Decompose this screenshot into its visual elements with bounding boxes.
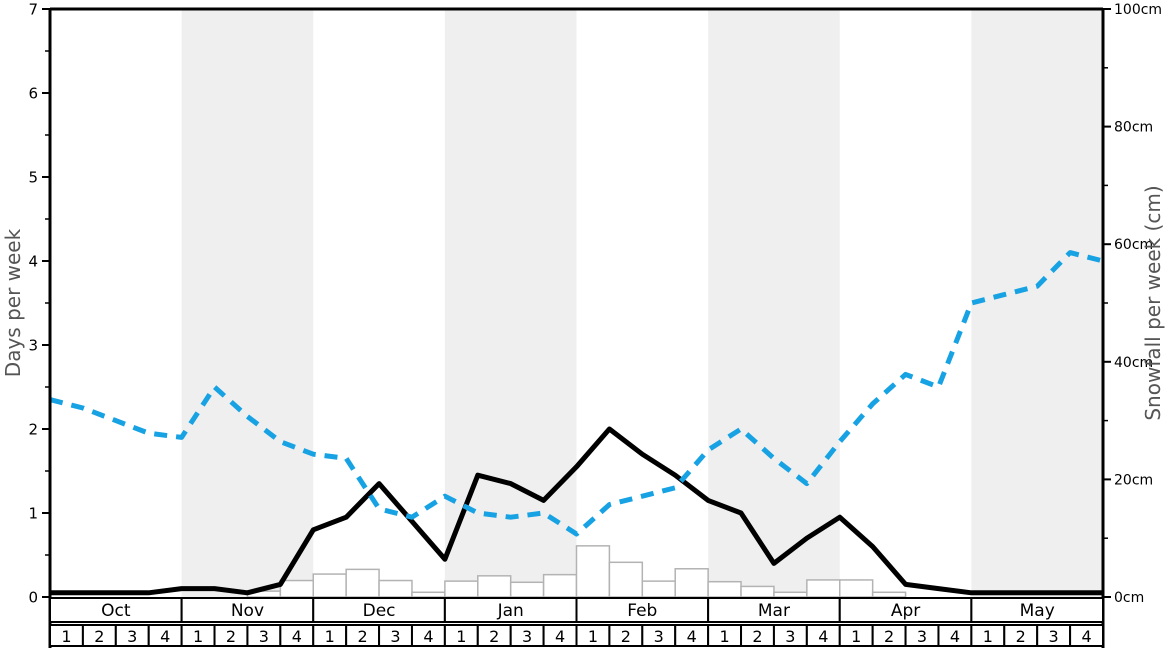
- left-tick-label: 6: [28, 85, 38, 103]
- week-number-label: 1: [193, 627, 203, 646]
- week-number-label: 4: [160, 627, 170, 646]
- week-number-label: 1: [983, 627, 993, 646]
- week-number-label: 2: [94, 627, 104, 646]
- left-tick-label: 7: [28, 1, 38, 19]
- week-number-label: 4: [1081, 627, 1091, 646]
- week-number-label: 1: [719, 627, 729, 646]
- tick-marks-and-labels: 0 1 2 3 4 5 6 7 0cm 20cm 40cm 60cm 80cm 100cm: [28, 1, 1162, 607]
- month-band-may: [971, 9, 1103, 597]
- snowfall-bar: [674, 568, 709, 598]
- snowfall-bar: [345, 568, 380, 598]
- week-number-label: 3: [259, 627, 269, 646]
- month-label: May: [1020, 601, 1055, 621]
- snowfall-bar: [707, 580, 742, 598]
- data-lines-group: [49, 250, 1104, 596]
- week-number-label: 1: [588, 627, 598, 646]
- week-number-label: 4: [292, 627, 302, 646]
- snowfall-bar: [575, 545, 611, 598]
- snowfall-bar: [279, 579, 314, 598]
- week-cell: [1069, 624, 1104, 647]
- y-axis-right-title: Snowfall per week (cm): [1141, 185, 1165, 420]
- week-number-label: 1: [456, 627, 466, 646]
- snowfall-bar: [608, 561, 644, 598]
- month-cell: [838, 597, 973, 623]
- snowfall-bar: [806, 579, 841, 598]
- month-cell: [180, 597, 315, 623]
- week-number-label: 3: [390, 627, 400, 646]
- left-tick-label: 2: [28, 421, 38, 439]
- right-tick-label: 100cm: [1114, 2, 1162, 18]
- month-label: Apr: [891, 601, 920, 621]
- month-cell: [49, 597, 183, 623]
- y-axis-left-title: Days per week: [1, 228, 25, 377]
- week-number-label: 4: [950, 627, 960, 646]
- week-number-label: 2: [489, 627, 499, 646]
- week-number-label: 1: [61, 627, 71, 646]
- week-number-label: 3: [785, 627, 795, 646]
- week-number-label: 3: [1049, 627, 1059, 646]
- month-label: Feb: [627, 601, 657, 621]
- right-tick-label: 60cm: [1114, 237, 1153, 253]
- week-number-label: 2: [752, 627, 762, 646]
- week-number-label: 2: [1016, 627, 1026, 646]
- month-label: Mar: [758, 601, 790, 621]
- week-number-label: 2: [621, 627, 631, 646]
- week-number-label: 4: [818, 627, 828, 646]
- week-number-label: 3: [917, 627, 927, 646]
- snowfall-bar: [542, 573, 578, 598]
- days-blue-dashed-line: [49, 250, 1104, 537]
- month-shading-bands: [181, 9, 1103, 597]
- snowfall-bar: [378, 579, 413, 598]
- week-number-label: 2: [884, 627, 894, 646]
- snowfall-bar: [871, 591, 907, 598]
- right-tick-label: 80cm: [1114, 120, 1153, 136]
- snowfall-bar: [641, 580, 676, 598]
- month-cell: [970, 597, 1104, 623]
- month-label: Dec: [363, 601, 396, 621]
- month-cell: [575, 597, 710, 623]
- snowfall-bar: [740, 585, 775, 598]
- week-number-label: 4: [555, 627, 565, 646]
- month-label: Nov: [231, 601, 264, 621]
- left-tick-label: 0: [28, 589, 38, 607]
- snowfall-bar: [312, 573, 347, 598]
- left-tick-label: 5: [28, 169, 38, 187]
- week-number-label: 3: [127, 627, 137, 646]
- month-cell: [707, 597, 841, 623]
- month-week-table: Oct 1 2 3 4 Nov 1 2 3 4 Dec 1 2 3 4 Jan 1 2 3 4 Feb 1 2 3 4 Mar 1 2…: [49, 597, 1104, 647]
- week-number-label: 4: [423, 627, 433, 646]
- week-number-label: 2: [358, 627, 368, 646]
- snowfall-bar: [477, 575, 512, 598]
- month-label: Jan: [497, 601, 524, 621]
- axes-group: [48, 7, 1105, 648]
- month-label: Oct: [101, 601, 131, 621]
- week-number-label: 1: [325, 627, 335, 646]
- snowfall-bar: [773, 591, 808, 598]
- week-number-label: 1: [851, 627, 861, 646]
- left-tick-label: 4: [28, 253, 38, 271]
- right-tick-label: 0cm: [1114, 590, 1144, 606]
- right-tick-label: 40cm: [1114, 355, 1153, 371]
- week-number-label: 3: [654, 627, 664, 646]
- snowfall-bar: [444, 580, 479, 598]
- month-band-nov: [181, 9, 314, 597]
- right-tick-label: 20cm: [1114, 472, 1153, 488]
- snowfall-bar: [509, 581, 545, 598]
- week-number-label: 4: [687, 627, 697, 646]
- month-cell: [443, 597, 578, 623]
- week-number-label: 3: [522, 627, 532, 646]
- left-tick-label: 1: [28, 505, 38, 523]
- week-number-label: 2: [226, 627, 236, 646]
- snowfall-bar: [411, 591, 446, 598]
- month-cell: [312, 597, 446, 623]
- left-tick-label: 3: [28, 337, 38, 355]
- days-black-line: [50, 426, 1103, 596]
- snowfall-bar: [839, 579, 874, 598]
- month-band-mar: [708, 9, 840, 597]
